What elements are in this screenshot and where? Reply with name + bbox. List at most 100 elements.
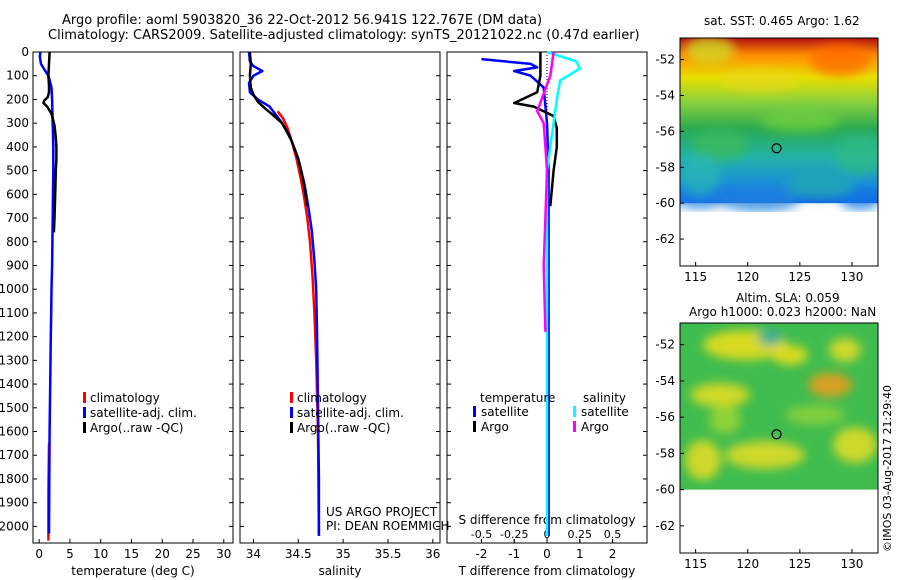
map-y-tick-label: -56 — [655, 410, 675, 424]
legend-swatch — [290, 407, 293, 418]
map-image — [680, 38, 878, 212]
legend-swatch — [290, 422, 293, 433]
legend-entry: Argo(..raw -QC) — [90, 421, 183, 435]
legend-swatch — [290, 392, 293, 403]
map-y-tick-label: -58 — [655, 160, 675, 174]
y-tick-label: 900 — [6, 258, 29, 272]
sla-patch — [690, 383, 750, 407]
map-x-tick-label: 120 — [736, 557, 759, 571]
legend-entry: Argo — [581, 420, 609, 434]
y-tick-label: 200 — [6, 92, 29, 106]
x-tick-label: 30 — [216, 547, 231, 561]
map-x-tick-label: 115 — [684, 270, 707, 284]
sla-map-panel: -52 -54 -56 -58 -60 -62 115 120 125 130 — [655, 322, 879, 571]
y-tick-label: 1800 — [0, 472, 29, 486]
map-image — [680, 323, 878, 490]
y-tick-label: 1300 — [0, 353, 29, 367]
y-tick-label: 1600 — [0, 425, 29, 439]
x-tick-label: 0 — [543, 547, 551, 561]
figure-title-line2: Climatology: CARS2009. Satellite-adjuste… — [48, 28, 640, 43]
legend-entry: climatology — [90, 391, 160, 405]
float-position-marker — [771, 143, 782, 154]
sst-patch — [760, 108, 840, 132]
x2-tick-label: 0.25 — [568, 528, 593, 541]
x-tick-label: 2 — [609, 547, 617, 561]
map-y-tick-label: -58 — [655, 446, 675, 460]
legend-entry: Argo(..raw -QC) — [297, 421, 390, 435]
project-line2: PI: DEAN ROEMMICH — [326, 519, 450, 533]
series-line-salinity-argo — [535, 51, 555, 332]
y-tick-label: 0 — [21, 45, 29, 59]
y-tick-label: 1900 — [0, 496, 29, 510]
y-tick-label: 800 — [6, 235, 29, 249]
sst-patch — [720, 70, 800, 90]
sst-patch — [785, 171, 855, 199]
series-line-climatology — [276, 110, 321, 536]
x2-tick-label: 0.5 — [604, 528, 622, 541]
x-tick-label: 5 — [66, 547, 74, 561]
sst-patch — [685, 38, 735, 64]
legend-entry: satellite — [481, 405, 529, 419]
map-y-tick-label: -60 — [655, 196, 675, 210]
legend-swatch — [573, 406, 576, 417]
map-y-tick-label: -62 — [655, 519, 675, 533]
legend-swatch — [473, 406, 476, 417]
x-axis-label: salinity — [318, 564, 361, 578]
sla-patch — [758, 330, 782, 346]
series-line-satellite-adj-clim- — [38, 51, 55, 534]
x-tick-label: 35 — [335, 547, 350, 561]
x2-tick-label: -0.25 — [500, 528, 528, 541]
legend-swatch — [473, 421, 476, 432]
map-y-tick-label: -52 — [655, 53, 675, 67]
figure-title-line1: Argo profile: aoml 5903820_36 22-Oct-201… — [62, 13, 543, 28]
sla-map-title-line1: Altim. SLA: 0.059 — [736, 291, 840, 305]
y-tick-label: 400 — [6, 140, 29, 154]
x2-tick-label: -0.5 — [471, 528, 492, 541]
y-tick-label: 600 — [6, 187, 29, 201]
imos-credit: ©IMOS 03-Aug-2017 21:29:40 — [881, 385, 894, 552]
x-tick-label: 1 — [576, 547, 584, 561]
y-tick-label: 2000 — [0, 519, 29, 533]
y-tick-label: 1200 — [0, 330, 29, 344]
temperature-panel: 0100200300400500600700800900100011001200… — [0, 45, 234, 578]
x-tick-label: 10 — [93, 547, 108, 561]
map-x-tick-label: 120 — [736, 270, 759, 284]
map-frame — [679, 322, 879, 554]
sla-patch — [829, 338, 861, 362]
project-line1: US ARGO PROJECT — [326, 505, 438, 519]
sst-patch — [692, 129, 748, 161]
y-tick-label: 500 — [6, 164, 29, 178]
difference-panel: -2 -1 0 1 2 T difference from climatology -0.5… — [446, 50, 648, 578]
series-line-temperature-satellite — [481, 57, 550, 536]
axes-frame — [32, 51, 234, 544]
x-tick-label: 0 — [35, 547, 43, 561]
x-tick-label: 36 — [425, 547, 440, 561]
legend-swatch — [83, 392, 86, 403]
legend-entry: satellite — [581, 405, 629, 419]
sla-patch — [785, 405, 845, 425]
sst-map-title: sat. SST: 0.465 Argo: 1.62 — [704, 14, 860, 28]
map-y-tick-label: -52 — [655, 338, 675, 352]
x-tick-label: 25 — [185, 547, 200, 561]
y-tick-label: 1000 — [0, 282, 29, 296]
y-tick-label: 1400 — [0, 377, 29, 391]
sst-patch — [835, 135, 878, 175]
sla-patch — [808, 373, 852, 397]
series-line-argo-raw-qc- — [248, 51, 309, 207]
x-tick-label: -1 — [508, 547, 520, 561]
map-x-tick-label: 130 — [840, 270, 863, 284]
series-line-temperature-argo — [512, 52, 559, 207]
sst-patch — [840, 190, 878, 210]
sst-patch — [720, 188, 800, 212]
map-x-tick-label: 125 — [788, 270, 811, 284]
map-y-tick-label: -54 — [655, 88, 675, 102]
x-tick-label: 34 — [246, 547, 261, 561]
sst-patch — [810, 44, 870, 76]
y-tick-label: 1500 — [0, 401, 29, 415]
x-tick-label: 34.5 — [285, 547, 312, 561]
map-x-tick-label: 115 — [684, 557, 707, 571]
legend-swatch — [83, 422, 86, 433]
x-tick-label: 20 — [155, 547, 170, 561]
y-tick-label: 300 — [6, 116, 29, 130]
map-frame — [679, 37, 879, 267]
